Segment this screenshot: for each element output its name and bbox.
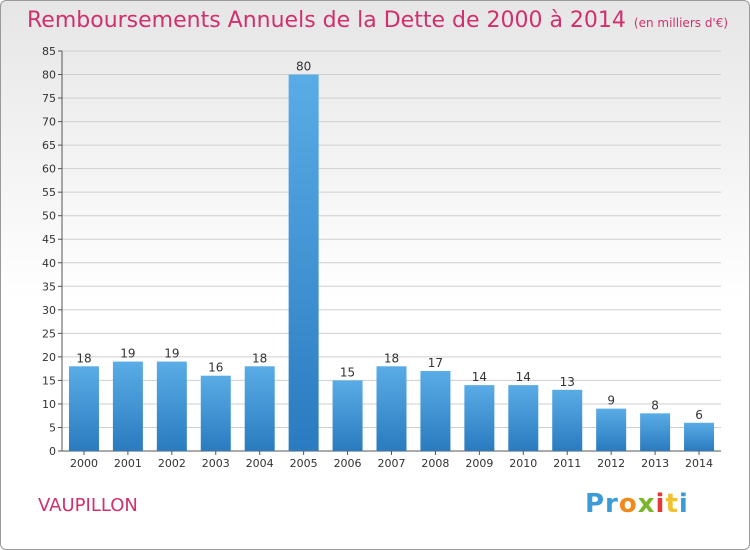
y-tick-label: 5 (49, 421, 56, 434)
logo-part: i (655, 489, 666, 519)
y-tick-label: 85 (42, 45, 56, 58)
bar (244, 366, 275, 451)
chart-title: Remboursements Annuels de la Dette de 20… (27, 8, 728, 33)
y-tick-label: 15 (42, 374, 56, 387)
data-label: 18 (76, 351, 91, 365)
bar (684, 422, 715, 451)
x-tick-label: 2014 (685, 457, 713, 470)
logo-part: t (665, 489, 679, 519)
data-label: 18 (252, 351, 267, 365)
y-tick-label: 35 (42, 280, 56, 293)
data-label: 15 (340, 365, 355, 379)
y-tick-label: 75 (42, 92, 56, 105)
data-label: 17 (428, 356, 443, 370)
logo-part: x (637, 489, 656, 519)
data-label: 14 (472, 370, 487, 384)
bar (464, 385, 495, 451)
commune-name: VAUPILLON (38, 495, 138, 516)
logo-part: i (678, 489, 689, 519)
x-tick-label: 2000 (70, 457, 98, 470)
bar (552, 389, 583, 451)
x-tick-label: 2009 (465, 457, 493, 470)
y-tick-label: 25 (42, 327, 56, 340)
logo-part: o (618, 489, 638, 519)
data-label: 6 (695, 408, 703, 422)
y-tick-label: 30 (42, 304, 56, 317)
data-label: 18 (384, 351, 399, 365)
bar (200, 375, 231, 451)
y-tick-label: 80 (42, 69, 56, 82)
data-label: 16 (208, 361, 223, 375)
y-tick-label: 70 (42, 116, 56, 129)
data-label: 19 (164, 347, 179, 361)
data-label: 80 (296, 60, 311, 74)
x-tick-label: 2004 (246, 457, 274, 470)
data-label: 9 (607, 394, 615, 408)
bar (288, 74, 319, 451)
proxiti-logo: Proxiti (585, 489, 689, 519)
bar (596, 408, 627, 451)
x-tick-label: 2013 (641, 457, 669, 470)
logo-part: Pr (585, 489, 619, 519)
data-label: 14 (516, 370, 531, 384)
bar (376, 366, 407, 451)
x-tick-label: 2010 (509, 457, 537, 470)
y-tick-label: 55 (42, 186, 56, 199)
bar (112, 361, 143, 451)
y-tick-label: 20 (42, 351, 56, 364)
x-tick-label: 2003 (202, 457, 230, 470)
bar (332, 380, 363, 451)
x-tick-label: 2002 (158, 457, 186, 470)
x-tick-label: 2008 (421, 457, 449, 470)
x-tick-label: 2012 (597, 457, 625, 470)
y-tick-label: 40 (42, 257, 56, 270)
chart-title-text: Remboursements Annuels de la Dette de 20… (27, 8, 626, 33)
bar (640, 413, 671, 451)
bar (420, 371, 451, 451)
bar (156, 361, 187, 451)
x-tick-label: 2001 (114, 457, 142, 470)
x-tick-label: 2007 (378, 457, 406, 470)
data-label: 13 (560, 375, 575, 389)
y-tick-label: 45 (42, 233, 56, 246)
chart-unit: (en milliers d'€) (633, 16, 729, 30)
y-tick-label: 60 (42, 163, 56, 176)
y-tick-label: 50 (42, 210, 56, 223)
y-tick-label: 10 (42, 398, 56, 411)
x-tick-label: 2011 (553, 457, 581, 470)
data-label: 8 (651, 398, 659, 412)
data-label: 19 (120, 347, 135, 361)
x-tick-label: 2005 (290, 457, 318, 470)
y-tick-label: 0 (49, 445, 56, 458)
bar (508, 385, 539, 451)
x-tick-label: 2006 (334, 457, 362, 470)
y-tick-label: 65 (42, 139, 56, 152)
bar (68, 366, 99, 451)
